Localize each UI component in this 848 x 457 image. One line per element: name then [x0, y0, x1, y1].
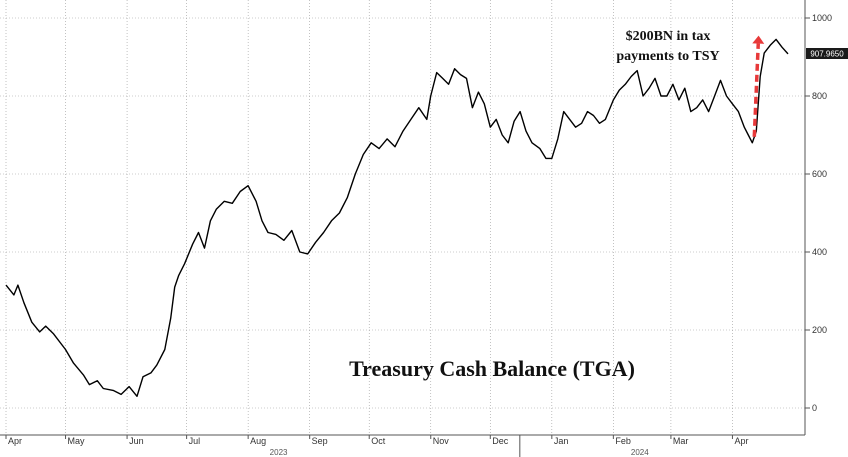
- series-layer: [5, 38, 789, 397]
- x-tick-label: Jul: [189, 436, 201, 446]
- annotation-arrow-head: [752, 35, 765, 44]
- annotation-line-2: payments to TSY: [616, 49, 719, 64]
- last-value-box: [806, 48, 848, 59]
- series-line: [5, 38, 789, 397]
- y-tick-label: 0: [812, 403, 817, 413]
- y-tick-label: 1000: [812, 13, 832, 23]
- x-tick-label: Oct: [371, 436, 386, 446]
- x-tick-label: Mar: [673, 436, 689, 446]
- x-tick-label: May: [68, 436, 86, 446]
- y-axis-ticks: 0 200 400 600 800 1000: [805, 13, 832, 413]
- x-tick-label: Feb: [615, 436, 631, 446]
- x-tick-label: Sep: [312, 436, 328, 446]
- x-tick-label: Jun: [129, 436, 144, 446]
- last-value-label: 907.9650: [810, 50, 844, 59]
- y-tick-label: 800: [812, 91, 827, 101]
- x-tick-label: Apr: [734, 436, 748, 446]
- x-tick-label: Jan: [554, 436, 569, 446]
- x-tick-label: Apr: [8, 436, 22, 446]
- year-label: 2023: [270, 448, 288, 457]
- chart-title: Treasury Cash Balance (TGA): [349, 356, 635, 381]
- x-tick-label: Nov: [433, 436, 450, 446]
- gridlines: [0, 0, 805, 435]
- last-value-badge: 907.9650: [806, 48, 848, 59]
- y-tick-label: 200: [812, 325, 827, 335]
- x-axis-ticks: Apr May Jun Jul Aug Sep Oct Nov Dec Jan Feb Mar Apr 2…: [5, 435, 748, 457]
- annotation-arrow-layer: [752, 35, 765, 137]
- year-label: 2024: [631, 448, 649, 457]
- annotation-line-1: $200BN in tax: [626, 29, 711, 44]
- x-tick-label: Aug: [250, 436, 266, 446]
- y-tick-label: 400: [812, 247, 827, 257]
- y-tick-label: 600: [812, 169, 827, 179]
- x-tick-label: Dec: [492, 436, 509, 446]
- annotation-arrow-shaft: [752, 43, 761, 137]
